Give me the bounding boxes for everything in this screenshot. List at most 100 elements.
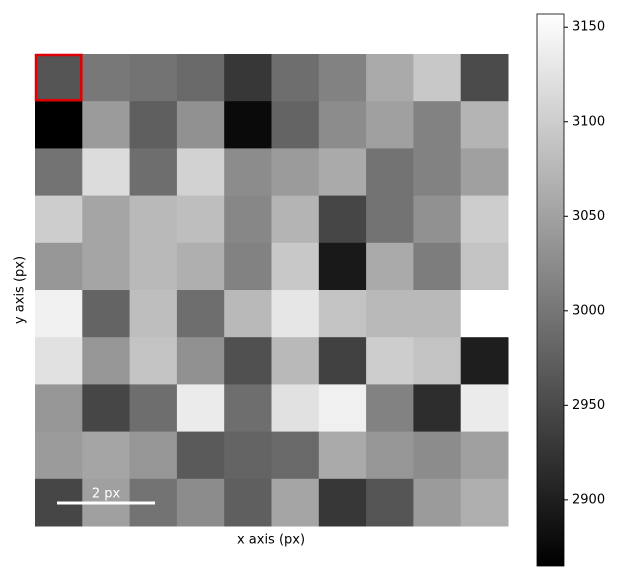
heatmap-cell	[271, 54, 320, 102]
heatmap-cell	[413, 478, 462, 527]
heatmap-cell	[129, 290, 178, 338]
heatmap-cell	[271, 101, 320, 149]
highlight-box	[34, 53, 83, 102]
heatmap-cell	[224, 337, 272, 385]
heatmap-cell	[366, 148, 414, 197]
heatmap-cell	[460, 290, 509, 338]
heatmap-cell	[176, 195, 225, 244]
heatmap-cell	[366, 195, 414, 244]
heatmap-cell	[35, 384, 83, 433]
heatmap-cell	[271, 242, 320, 291]
heatmap-cell	[318, 384, 367, 433]
heatmap-cell	[271, 148, 320, 197]
heatmap-cell	[82, 242, 131, 291]
heatmap-cell	[224, 195, 272, 244]
heatmap-cell	[413, 290, 462, 338]
heatmap-cell	[129, 54, 178, 102]
heatmap-cell	[224, 431, 272, 480]
heatmap-cell	[176, 101, 225, 149]
heatmap-cell	[176, 337, 225, 385]
heatmap-cell	[82, 384, 131, 433]
heatmap-cell	[366, 337, 414, 385]
heatmap-cell	[318, 242, 367, 291]
heatmap-cell	[271, 337, 320, 385]
heatmap-cell	[176, 54, 225, 102]
heatmap-cell	[35, 431, 83, 480]
heatmap-cell	[271, 384, 320, 433]
heatmap-cell	[82, 337, 131, 385]
heatmap-cell	[176, 384, 225, 433]
heatmap-cell	[413, 431, 462, 480]
heatmap-cell	[366, 478, 414, 527]
heatmap-cell	[366, 54, 414, 102]
heatmap-cell	[271, 431, 320, 480]
heatmap-cell	[318, 478, 367, 527]
heatmap-cell	[176, 290, 225, 338]
heatmap-cell	[129, 101, 178, 149]
heatmap-cell	[129, 195, 178, 244]
heatmap-cell	[366, 431, 414, 480]
heatmap-cell	[460, 54, 509, 102]
heatmap-cell	[460, 337, 509, 385]
heatmap-cell	[224, 148, 272, 197]
heatmap-cell	[460, 242, 509, 291]
heatmap-cell	[224, 290, 272, 338]
colorbar-tick-label: 2900	[572, 492, 605, 507]
heatmap-cell	[129, 337, 178, 385]
heatmap-cell	[413, 337, 462, 385]
colorbar	[536, 13, 565, 567]
heatmap-cell	[35, 337, 83, 385]
heatmap-cell	[318, 337, 367, 385]
heatmap-cell	[129, 431, 178, 480]
heatmap-cell	[82, 290, 131, 338]
heatmap-cell	[413, 54, 462, 102]
heatmap-cell	[318, 290, 367, 338]
heatmap-cell	[366, 101, 414, 149]
heatmap-cell	[82, 195, 131, 244]
heatmap-cell	[224, 54, 272, 102]
colorbar-tick-label: 3100	[572, 114, 605, 129]
heatmap-cell	[460, 101, 509, 149]
heatmap-cell	[82, 431, 131, 480]
heatmap-cell	[413, 242, 462, 291]
heatmap-cell	[460, 478, 509, 527]
heatmap-cell	[35, 242, 83, 291]
heatmap-cell	[224, 242, 272, 291]
heatmap-cell	[35, 148, 83, 197]
colorbar-tick-label: 3050	[572, 209, 605, 224]
heatmap-cell	[271, 478, 320, 527]
heatmap-cell	[318, 148, 367, 197]
heatmap-cell	[271, 195, 320, 244]
heatmap-cell	[460, 148, 509, 197]
heatmap-cell	[366, 290, 414, 338]
heatmap-cell	[35, 195, 83, 244]
heatmap-cell	[460, 431, 509, 480]
heatmap-cell	[318, 54, 367, 102]
x-axis-label: x axis (px)	[237, 533, 305, 548]
y-axis-label: y axis (px)	[13, 256, 28, 324]
heatmap-cell	[176, 148, 225, 197]
heatmap-cell	[318, 195, 367, 244]
heatmap-cell	[413, 148, 462, 197]
heatmap-cell	[413, 101, 462, 149]
heatmap-cell	[224, 384, 272, 433]
heatmap-cell	[413, 384, 462, 433]
colorbar-tick-label: 3000	[572, 303, 605, 318]
heatmap-cell	[460, 195, 509, 244]
heatmap-cell	[35, 54, 83, 102]
heatmap-cell	[82, 101, 131, 149]
heatmap-cell	[129, 384, 178, 433]
heatmap-cell	[271, 290, 320, 338]
heatmap-cell	[35, 101, 83, 149]
scale-bar-label: 2 px	[92, 487, 121, 502]
heatmap-cell	[176, 431, 225, 480]
heatmap-cell	[176, 242, 225, 291]
heatmap-cell	[366, 384, 414, 433]
heatmap-cell	[82, 148, 131, 197]
heatmap-cell	[82, 54, 131, 102]
heatmap-cell	[224, 101, 272, 149]
colorbar-tick-label: 2950	[572, 398, 605, 413]
heatmap-cell	[129, 148, 178, 197]
heatmap-cell	[318, 101, 367, 149]
